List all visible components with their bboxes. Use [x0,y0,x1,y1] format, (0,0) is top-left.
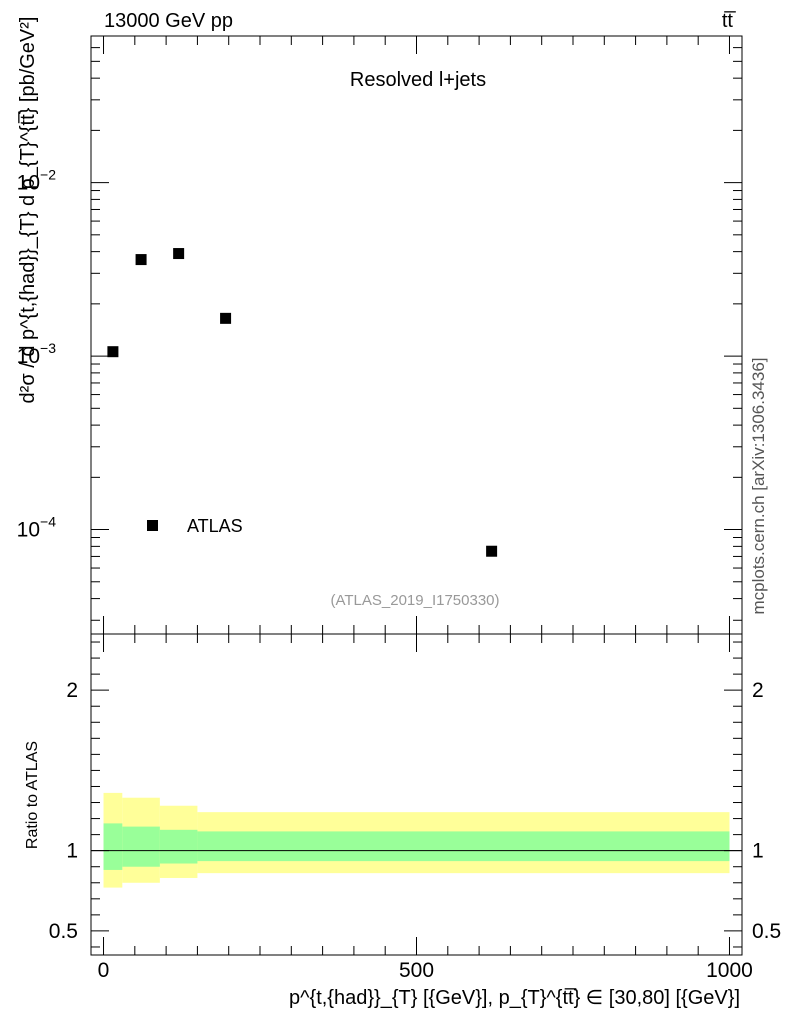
credit-label: mcplots.cern.ch [arXiv:1306.3436] [749,357,768,614]
main-y-ticks: 10−4 10−3 10−2 [17,35,742,621]
data-point [486,545,498,557]
inner-band [122,826,160,867]
x-axis-label: p^{t,{had}}_{T} [{GeV}], p_{T}^{tt̅} ∈ [… [289,987,740,1009]
ratio-y-tick-label-left: 0.5 [49,920,78,943]
header-left: 13000 GeV pp [104,10,233,32]
legend-marker [147,520,158,531]
ratio-panel: 0 500 1000 0.5 0.5 1 1 2 2 Ratio to ATLAS p^{t,… [24,633,781,1009]
x-tick-label: 1000 [706,959,753,982]
legend-label: ATLAS [187,516,243,536]
ratio-y-axis-label: Ratio to ATLAS [24,741,41,849]
main-y-axis-label: d²σ / d p^{t,{had}}_{T} d p_{T}^{tt̅} [p… [17,17,39,404]
ratio-y-tick-label-right: 1 [752,840,764,863]
ratio-y-ticks: 0.5 0.5 1 1 2 2 [49,641,781,948]
x-tick-label: 0 [98,959,110,982]
main-y-tick-label: 10−2 [17,167,57,195]
main-x-ticks [103,36,730,634]
ratio-y-tick-label-right: 2 [752,679,764,702]
ratio-y-tick-label-left: 1 [66,840,78,863]
data-point [107,346,119,358]
main-y-tick-label: 10−3 [17,340,57,368]
x-tick-label: 500 [399,959,434,982]
ratio-y-tick-label-right: 0.5 [752,920,781,943]
data-points [107,248,498,557]
analysis-id: (ATLAS_2019_I1750330) [330,592,499,609]
plot-title: Resolved l+jets [350,69,486,91]
ratio-y-tick-label-left: 2 [66,679,78,702]
inner-band [103,823,123,870]
main-frame [90,35,743,635]
ratio-x-ticks: 0 500 1000 [98,634,753,982]
inner-band [159,829,198,864]
uncertainty-bands [103,792,730,888]
data-point [173,248,185,260]
main-panel: 10−4 10−3 10−2 Resolved l+jets ATLAS (ATLA… [17,17,743,635]
data-point [135,254,147,266]
main-y-tick-label: 10−4 [17,514,57,542]
header-right: tt̅ [722,10,736,32]
data-point [220,312,232,324]
ratio-frame [90,633,743,956]
inner-band [197,831,730,862]
